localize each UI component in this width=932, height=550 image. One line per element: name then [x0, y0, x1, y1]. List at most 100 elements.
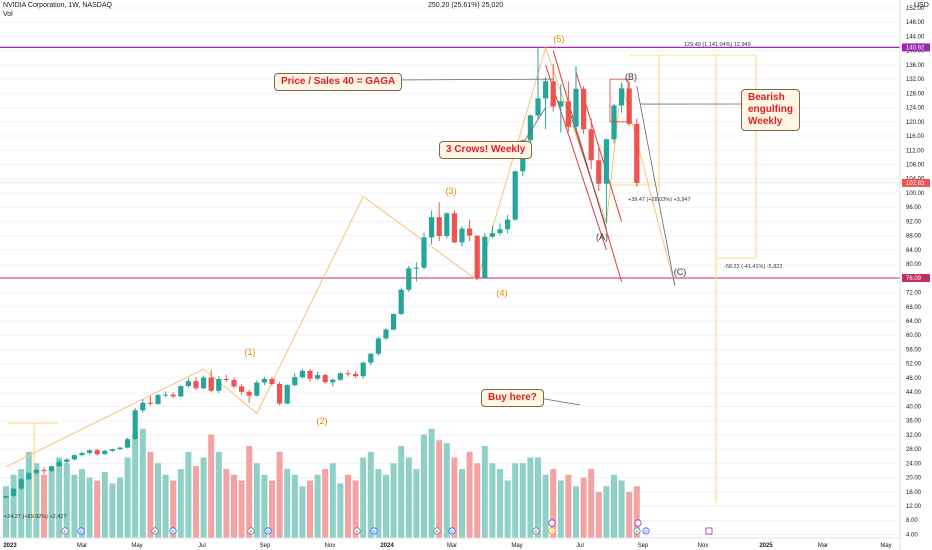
volume-bar: [177, 469, 184, 538]
volume-bar: [611, 474, 617, 538]
time-axis[interactable]: 2023 Mar May Jul Sep Nov 2024 Mar May Jul Sep Nov 20…: [0, 537, 900, 549]
volume-bar: [535, 457, 541, 538]
measure-label: +24.27 (+69.92%) +2,427: [4, 514, 67, 520]
candle-body: [315, 375, 321, 379]
candle-body: [375, 338, 381, 354]
volume-bar: [25, 451, 32, 538]
volume-bar: [48, 469, 55, 538]
volume-bar: [10, 474, 17, 538]
volume-bar: [459, 469, 465, 538]
x-tick-label: May: [880, 543, 891, 549]
volume-bar: [238, 480, 245, 538]
volume-bar: [519, 463, 526, 538]
price-axis[interactable]: 4.00 8.00 12.00 16.00 20.00 24.00 28.00 32.00 36…: [899, 0, 930, 550]
candle-body: [413, 267, 419, 269]
event-letter: E: [249, 529, 252, 534]
candle-body: [512, 171, 518, 220]
wave-label: (3): [446, 186, 457, 196]
volume-bar: [124, 457, 131, 538]
candle-body: [185, 381, 191, 387]
wave-labels: (1) (2) (3) (4) (5) (A) (B) (C): [245, 34, 687, 426]
event-letter: D: [171, 529, 175, 534]
y-tick-label: 92.00: [906, 219, 922, 225]
candle-body: [208, 377, 214, 391]
volume-bar: [276, 451, 283, 538]
price-tag-label: 76.09: [906, 276, 922, 282]
volume-bar: [588, 469, 595, 538]
event-letter: D: [644, 529, 648, 534]
event-circle: [370, 527, 378, 535]
candle-body: [64, 459, 70, 462]
annotation-three-crows[interactable]: 3 Crows! Weekly: [439, 141, 533, 159]
candle-body: [596, 160, 602, 184]
y-tick-label: 32.00: [906, 433, 922, 439]
candle-body: [292, 377, 298, 386]
volume-bar: [147, 451, 154, 538]
event-circle: [548, 519, 556, 527]
candle-body: [550, 81, 556, 107]
volume-bar: [527, 457, 534, 538]
y-tick-label: 56.00: [906, 347, 922, 353]
price-tag-label: 102.83: [906, 181, 925, 187]
volume-bar: [542, 474, 549, 538]
volume-bar: [443, 443, 450, 538]
candle-body: [231, 380, 237, 387]
volume-bar: [253, 463, 260, 538]
y-tick-label: 80.00: [906, 262, 922, 268]
event-letter: S: [550, 529, 553, 534]
y-tick-label: 52.00: [906, 362, 922, 368]
volume-bar: [79, 469, 85, 538]
symbol-title: NVIDIA Corporation, 1W, NASDAQ: [3, 2, 112, 9]
y-tick-label: 40.00: [906, 404, 922, 410]
volume-bar: [101, 471, 108, 538]
event-letter: D: [450, 529, 454, 534]
candle-body: [109, 449, 115, 451]
candle-body: [193, 381, 199, 389]
volume-bar: [489, 463, 496, 538]
candle-body: [277, 383, 283, 404]
candle-body: [527, 115, 533, 141]
y-tick-label: 4.00: [906, 532, 918, 538]
annotation-bearish-engulfing[interactable]: Bearish engulfing Weekly: [741, 89, 800, 131]
y-tick-label: 132.00: [906, 77, 925, 83]
candle-body: [132, 410, 138, 440]
annotation-price-sales[interactable]: Price / Sales 40 = GAGA: [274, 73, 403, 91]
y-tick-label: 124.00: [906, 106, 925, 112]
bearish-line-3: Weekly: [748, 116, 783, 127]
volume-bar: [413, 469, 420, 538]
bearish-line-2: engulfing: [748, 104, 793, 115]
y-tick-label: 96.00: [906, 205, 922, 211]
candle-body: [201, 377, 207, 389]
volume-bar: [436, 440, 443, 538]
volume-bar: [109, 483, 116, 538]
measure-label: +39.47 (+28.03%) +3,947: [628, 197, 691, 203]
measure-label: 129.49 (1,141.04%) 12,949: [684, 42, 751, 48]
candle-body: [216, 379, 222, 391]
annotation-buy-here[interactable]: Buy here?: [481, 389, 544, 407]
candle-body: [239, 386, 245, 392]
volume-bars: [3, 428, 640, 538]
candle-body: [49, 466, 55, 472]
volume-bar: [246, 446, 253, 538]
volume-bar: [63, 463, 70, 538]
volume-bar: [626, 492, 633, 538]
event-circle: [77, 527, 85, 535]
price-tag: [902, 43, 930, 52]
volume-bar: [86, 477, 93, 538]
volume-bar: [193, 466, 199, 538]
candle-body: [56, 461, 62, 467]
volume-bar: [352, 480, 359, 538]
candle-body: [543, 81, 549, 99]
candle-body: [223, 379, 229, 381]
volume-label: Vol: [3, 11, 13, 18]
candle-body: [474, 235, 480, 278]
volume-bar: [284, 469, 291, 538]
candle-body: [489, 233, 495, 237]
event-circle: [353, 527, 361, 535]
event-circle: [634, 519, 642, 527]
y-tick-label: 20.00: [906, 476, 922, 482]
volume-bar: [3, 486, 9, 538]
y-tick-label: 88.00: [906, 234, 922, 240]
